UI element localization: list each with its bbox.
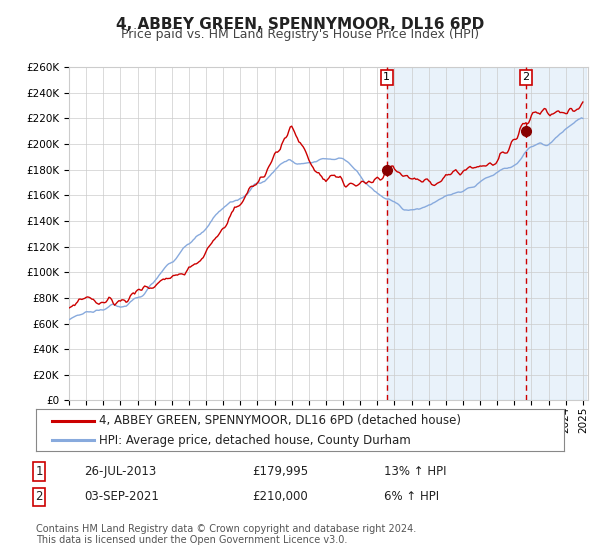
Text: 13% ↑ HPI: 13% ↑ HPI	[384, 465, 446, 478]
Text: 2: 2	[522, 72, 529, 82]
Text: HPI: Average price, detached house, County Durham: HPI: Average price, detached house, Coun…	[100, 434, 411, 447]
Bar	[387, 67, 586, 400]
Text: 2: 2	[35, 490, 43, 503]
Text: 1: 1	[383, 72, 390, 82]
Text: 4, ABBEY GREEN, SPENNYMOOR, DL16 6PD: 4, ABBEY GREEN, SPENNYMOOR, DL16 6PD	[116, 17, 484, 32]
Text: 26-JUL-2013: 26-JUL-2013	[84, 465, 156, 478]
Text: 1: 1	[35, 465, 43, 478]
Text: 03-SEP-2021: 03-SEP-2021	[84, 490, 159, 503]
Text: 4, ABBEY GREEN, SPENNYMOOR, DL16 6PD (detached house): 4, ABBEY GREEN, SPENNYMOOR, DL16 6PD (de…	[100, 414, 461, 427]
Text: 6% ↑ HPI: 6% ↑ HPI	[384, 490, 439, 503]
Text: Price paid vs. HM Land Registry's House Price Index (HPI): Price paid vs. HM Land Registry's House …	[121, 28, 479, 41]
Text: £179,995: £179,995	[252, 465, 308, 478]
Text: £210,000: £210,000	[252, 490, 308, 503]
Text: Contains HM Land Registry data © Crown copyright and database right 2024.
This d: Contains HM Land Registry data © Crown c…	[36, 524, 416, 545]
